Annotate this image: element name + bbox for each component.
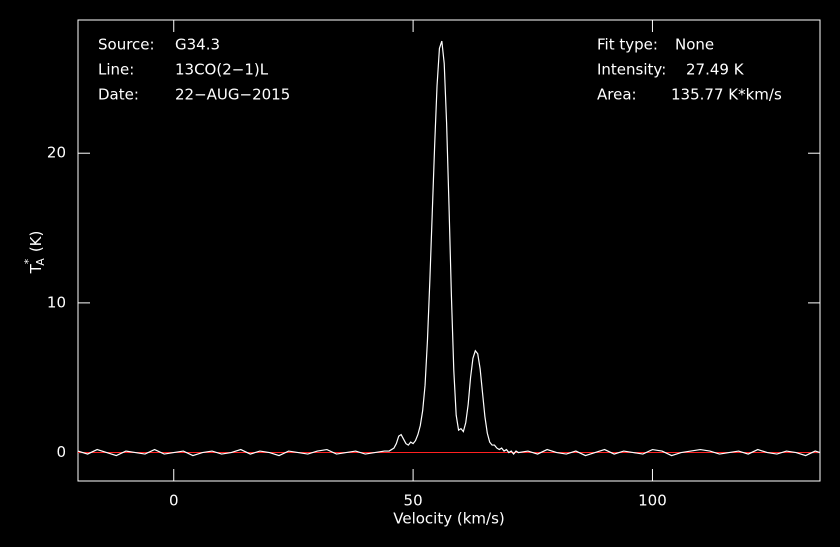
x-axis-label: Velocity (km/s) bbox=[393, 510, 504, 528]
y-label-sub: A bbox=[34, 258, 47, 266]
info-value: G34.3 bbox=[175, 36, 220, 54]
spectrum-line bbox=[77, 40, 821, 457]
plot-frame bbox=[77, 19, 821, 482]
x-tick-label: 0 bbox=[169, 492, 179, 510]
info-value: 13CO(2−1)L bbox=[175, 61, 269, 79]
y-tick-label: 0 bbox=[56, 443, 66, 461]
info-value: 22−AUG−2015 bbox=[175, 86, 290, 104]
info-value: 135.77 K*km/s bbox=[671, 86, 782, 104]
y-label-unit: (K) bbox=[27, 231, 45, 253]
info-label: Area: bbox=[597, 86, 637, 104]
info-label: Fit type: bbox=[597, 36, 658, 54]
y-label-main: T bbox=[27, 263, 45, 274]
x-tick-label: 100 bbox=[638, 492, 667, 510]
info-value: 27.49 K bbox=[686, 61, 745, 79]
info-label: Line: bbox=[98, 61, 134, 79]
y-tick-label: 10 bbox=[47, 293, 66, 311]
info-value: None bbox=[675, 36, 714, 54]
x-tick-label: 50 bbox=[404, 492, 423, 510]
y-tick-label: 20 bbox=[47, 144, 66, 162]
info-label: Date: bbox=[98, 86, 139, 104]
y-axis-label: T*A (K) bbox=[22, 231, 47, 275]
info-label: Source: bbox=[98, 36, 155, 54]
info-label: Intensity: bbox=[597, 61, 666, 79]
y-label-sup: * bbox=[22, 258, 35, 264]
